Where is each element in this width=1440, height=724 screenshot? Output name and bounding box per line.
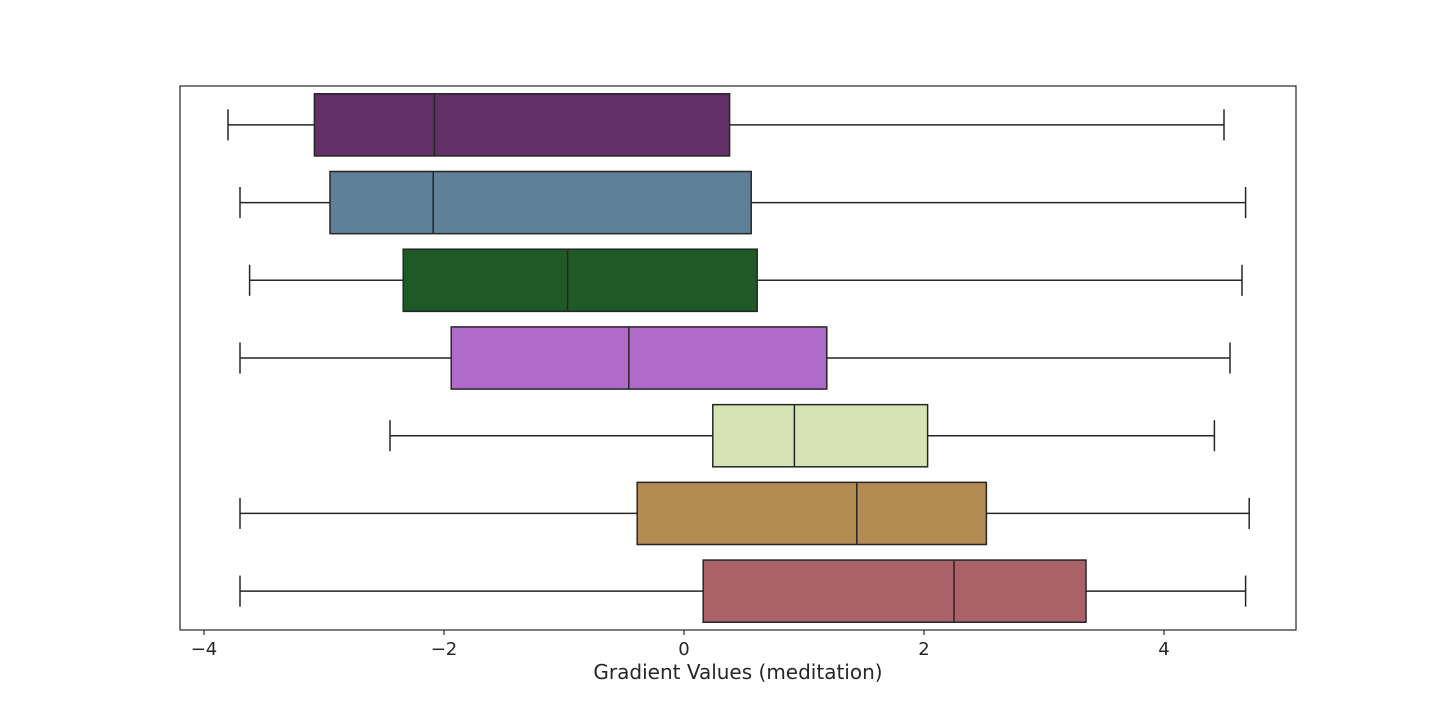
boxes-layer <box>227 93 1250 623</box>
box-group-7 <box>239 559 1247 623</box>
box <box>313 93 731 157</box>
x-tick-label: 0 <box>678 639 689 660</box>
plot-frame <box>179 85 1297 631</box>
box <box>712 403 929 468</box>
box-group-1 <box>227 93 1225 157</box>
box <box>636 481 988 546</box>
box-group-3 <box>248 248 1243 313</box>
x-tick-label: 2 <box>918 639 929 660</box>
box <box>329 170 752 235</box>
box-group-2 <box>239 170 1247 235</box>
box <box>450 326 828 390</box>
x-tick-label: 4 <box>1158 639 1169 660</box>
box-group-4 <box>239 326 1231 390</box>
x-tick-label: −4 <box>191 639 218 660</box>
x-axis-label: Gradient Values (meditation) <box>593 660 882 684</box>
box-group-5 <box>389 403 1216 468</box>
box-group-6 <box>239 481 1250 546</box>
x-tick-label: −2 <box>431 639 458 660</box>
box <box>702 559 1087 623</box>
x-axis: −4 −2 0 2 4 <box>191 630 1170 660</box>
box <box>402 248 758 313</box>
